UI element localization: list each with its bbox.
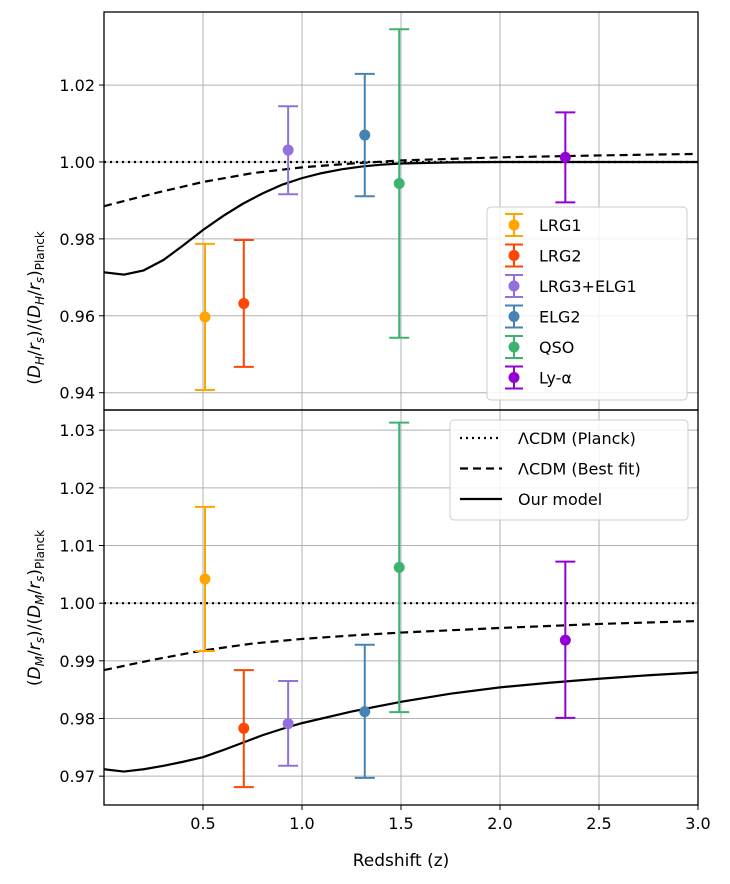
top-curve-solid [103, 160, 698, 276]
bottom-y-tick-label: 1.03 [59, 421, 95, 440]
legend-label: ΛCDM (Planck) [518, 429, 636, 448]
bottom-point-ly- [555, 560, 576, 719]
bottom-y-tick-label: 1.01 [59, 537, 95, 556]
data-marker [282, 144, 294, 156]
data-marker [199, 311, 211, 323]
bottom-legend: ΛCDM (Planck) ΛCDM (Best fit) Our model [449, 419, 689, 521]
bottom-curves [103, 602, 699, 773]
data-marker [238, 722, 250, 734]
legend-entry-dashed: ΛCDM (Best fit) [460, 460, 641, 479]
legend-entry-dotted: ΛCDM (Planck) [460, 429, 636, 448]
top-curves [103, 152, 699, 276]
bottom-point-elg2 [354, 643, 375, 779]
bottom-legend-box [449, 419, 689, 521]
top-y-tick-label: 0.94 [59, 384, 95, 403]
data-marker [282, 718, 294, 730]
legend-label: Our model [518, 490, 602, 509]
top-point-lrg1 [194, 242, 215, 392]
x-tick-label: 2.0 [487, 814, 512, 833]
x-tick-label: 0.5 [190, 814, 215, 833]
bottom-point-lrg1 [194, 505, 215, 653]
legend-marker [508, 372, 520, 383]
legend-label: ELG2 [539, 308, 581, 327]
bottom-y-tick-label: 1.02 [59, 479, 95, 498]
legend-marker [508, 280, 520, 292]
bottom-curve-dashed [103, 619, 699, 672]
bottom-axes-frame [103, 409, 699, 806]
top-y-tick-label: 1.00 [59, 153, 95, 172]
data-marker [393, 178, 405, 190]
top-legend-box [486, 206, 688, 401]
x-tick-label: 2.5 [586, 814, 611, 833]
legend-marker [508, 250, 520, 261]
bottom-y-tick-label: 1.00 [59, 594, 95, 613]
legend-marker [508, 311, 520, 322]
legend-label: LRG3+ELG1 [539, 277, 637, 296]
data-marker [199, 573, 211, 585]
data-marker [359, 129, 371, 141]
legend-entry-elg2: ELG2 [505, 304, 581, 329]
data-marker [238, 297, 250, 309]
top-y-ticks: 0.94 0.96 0.98 1.00 1.02 [59, 76, 104, 403]
bottom-panel: 0.97 0.98 0.99 1.00 1.01 1.02 1.03 0.5 1.0 1.5 2.… [25, 409, 711, 871]
bottom-point-lrg2 [233, 669, 254, 789]
legend-entry-lrg1: LRG1 [505, 213, 582, 237]
data-marker [393, 561, 405, 573]
x-tick-label: 1.5 [388, 814, 413, 833]
legend-entry-lrg2: LRG2 [505, 243, 582, 268]
bottom-point-qso [389, 421, 410, 714]
top-legend: LRG1 LRG2 LRG3+ELG1 ELG2 QSO Ly-α [486, 206, 688, 401]
top-y-tick-label: 0.96 [59, 307, 95, 326]
legend-label: LRG2 [539, 247, 582, 266]
top-curve-dashed [103, 152, 699, 208]
legend-entry-ly-: Ly-α [505, 365, 572, 390]
bottom-points [194, 421, 576, 789]
legend-marker [508, 219, 520, 231]
legend-label: ΛCDM (Best fit) [518, 460, 641, 479]
top-y-tick-label: 1.02 [59, 76, 95, 95]
x-tick-label: 3.0 [685, 814, 710, 833]
legend-label: Ly-α [539, 369, 572, 388]
top-point-qso [389, 28, 410, 339]
legend-marker [508, 341, 520, 353]
data-marker [359, 706, 371, 718]
x-axis-label: Redshift (z) [353, 851, 450, 871]
data-marker [559, 634, 571, 646]
top-points [194, 28, 576, 392]
top-point-elg2 [354, 72, 375, 198]
data-marker [559, 151, 571, 163]
bottom-y-tick-label: 0.98 [59, 710, 95, 729]
legend-entry-qso: QSO [505, 335, 574, 359]
legend-entry-lrg3-elg1: LRG3+ELG1 [505, 274, 637, 298]
bottom-y-tick-label: 0.97 [59, 767, 95, 786]
top-point-lrg3-elg1 [278, 105, 299, 196]
bottom-x-ticks: 0.5 1.0 1.5 2.0 2.5 3.0 [190, 805, 711, 833]
bottom-y-ticks: 0.97 0.98 0.99 1.00 1.01 1.02 1.03 [59, 421, 104, 786]
bottom-point-lrg3-elg1 [278, 680, 299, 767]
top-panel: 0.940.960.981.001.02 (DH/rs)/(DH/rs)Plan… [25, 11, 699, 411]
legend-label: QSO [539, 338, 574, 357]
bottom-curve-solid [103, 671, 699, 773]
legend-entry-solid: Our model [460, 490, 602, 509]
x-tick-label: 1.0 [289, 814, 314, 833]
top-point-lrg2 [233, 239, 254, 368]
legend-label: LRG1 [539, 216, 582, 235]
bottom-y-tick-label: 0.99 [59, 652, 95, 671]
top-point-ly- [555, 111, 576, 204]
top-y-tick-label: 0.98 [59, 230, 95, 249]
